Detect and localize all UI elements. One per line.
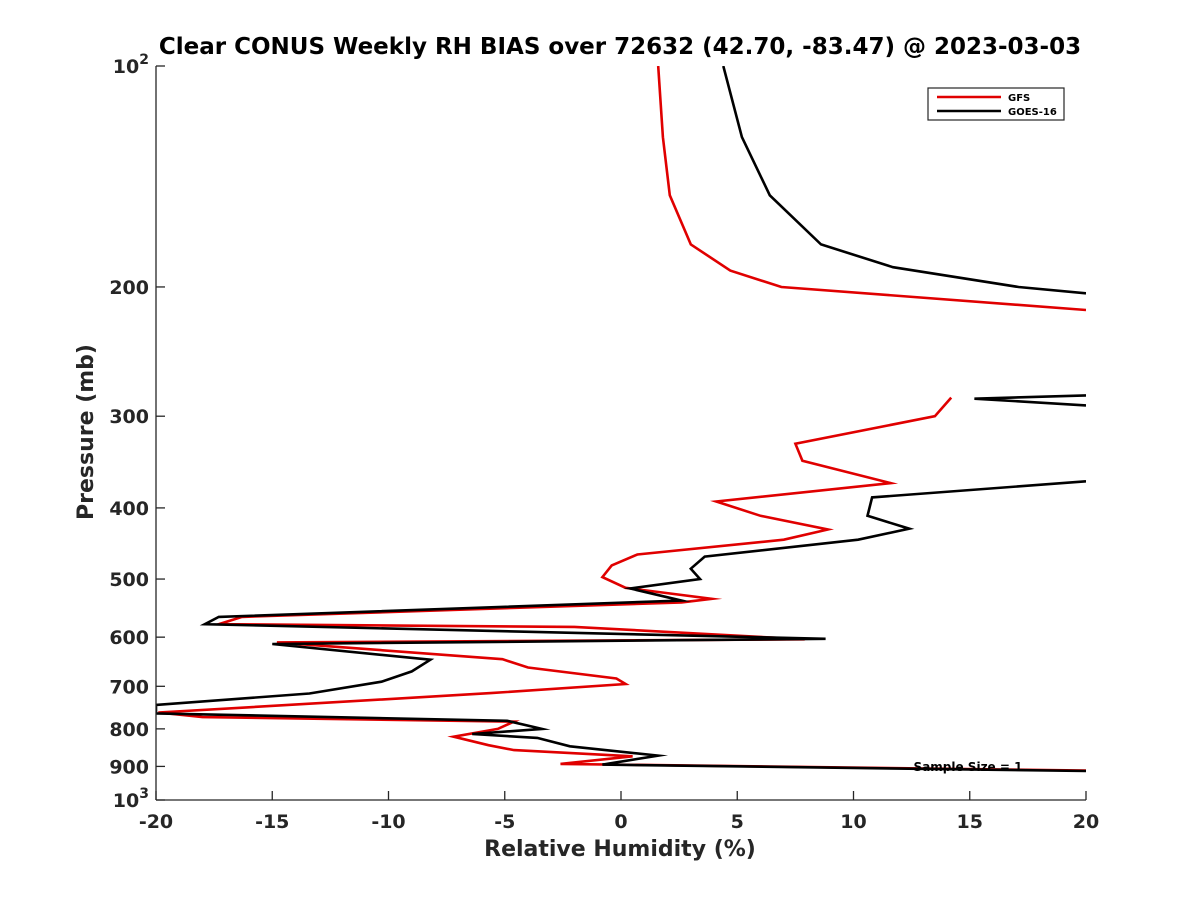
- y-tick-label: 700: [109, 676, 149, 698]
- legend-label-goes-16: GOES-16: [1008, 107, 1057, 118]
- legend: GFS GOES-16: [927, 87, 1065, 121]
- series-line-goes-16-1: [722, 66, 1086, 295]
- x-tick-label: 0: [614, 811, 627, 833]
- legend-box: [927, 87, 1065, 121]
- legend-label-gfs: GFS: [1008, 93, 1030, 104]
- y-tick-label: 500: [109, 569, 149, 591]
- series-line-gfs-2: [158, 396, 1086, 772]
- series-line-goes-16-3: [156, 480, 1086, 773]
- y-tick-label: 300: [109, 406, 149, 428]
- x-tick-label: -20: [139, 811, 173, 833]
- x-tick-label: -10: [371, 811, 405, 833]
- x-tick-label: 10: [840, 811, 866, 833]
- x-tick-label: -5: [494, 811, 515, 833]
- y-tick-label: 102: [113, 52, 149, 78]
- y-tick-label: 600: [109, 627, 149, 649]
- y-tick-label: 103: [113, 786, 149, 812]
- chart-title: Clear CONUS Weekly RH BIAS over 72632 (4…: [159, 34, 1081, 60]
- y-tick-label: 900: [109, 756, 149, 778]
- series-line-goes-16-2: [974, 394, 1086, 407]
- axes: [155, 66, 1086, 801]
- y-axis-title: Pressure (mb): [74, 344, 99, 520]
- x-tick-label: 5: [731, 811, 744, 833]
- x-axis-title: Relative Humidity (%): [484, 837, 756, 862]
- x-tick-label: 20: [1073, 811, 1099, 833]
- sample-size-annotation: Sample Size = 1: [914, 760, 1023, 774]
- y-tick-label: 800: [109, 719, 149, 741]
- plot-lines: [156, 66, 1086, 773]
- series-line-gfs-1: [656, 66, 1086, 312]
- ticks: -20 -15 -10 -5 0 5 10 15 20 102 200 300 400 500 600 700…: [109, 52, 1099, 833]
- y-tick-label: 200: [109, 277, 149, 299]
- x-tick-label: -15: [255, 811, 289, 833]
- y-tick-label: 400: [109, 498, 149, 520]
- x-tick-label: 15: [957, 811, 983, 833]
